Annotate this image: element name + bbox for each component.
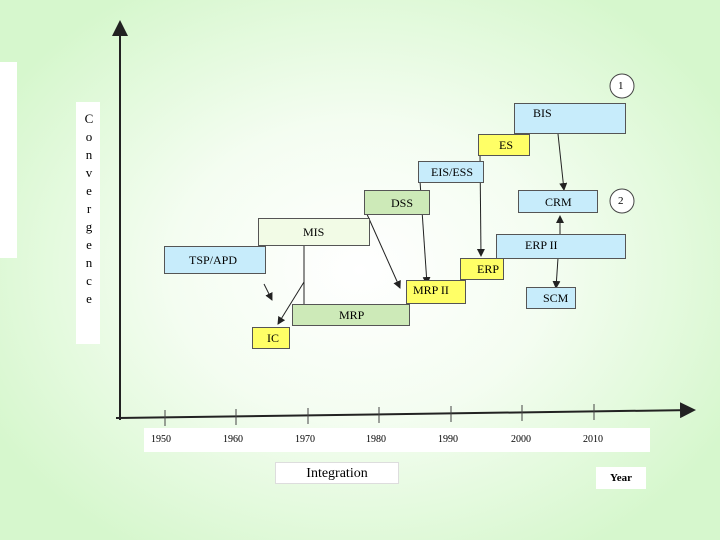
x-axis-ticks [164, 404, 595, 426]
year-2000: 2000 [511, 434, 531, 445]
es-box: ES [478, 134, 530, 156]
mrp-ii-box: MRP II [406, 280, 466, 304]
mis-box: MIS [258, 218, 370, 246]
y-axis-letter: e [86, 291, 92, 306]
y-axis-letter: n [85, 255, 93, 270]
dss-box: DSS [364, 190, 430, 215]
mrp-ii-label: MRP II [413, 283, 449, 297]
erp-ii-to-scm-arrow [552, 257, 561, 289]
mrp-box: MRP [292, 304, 410, 326]
scm-label: SCM [543, 291, 569, 305]
y-axis-letter: e [86, 237, 92, 252]
x-axis-label: Integration [275, 462, 399, 484]
dss-to-mrp-ii-arrow [365, 211, 401, 289]
tsp-branch-arrow [263, 283, 273, 301]
crm-box: CRM [518, 190, 598, 213]
y-axis-letter: n [85, 147, 93, 162]
marker-2-label: 2 [618, 195, 624, 207]
mrp-label: MRP [339, 308, 365, 322]
year-axis-label: Year [596, 467, 646, 489]
year-1980: 1980 [366, 434, 386, 445]
erp-box: ERP [460, 258, 504, 280]
year-2010: 2010 [583, 434, 603, 445]
bis-to-crm-arrow [557, 133, 568, 191]
erp-ii-label: ERP II [525, 237, 558, 252]
y-axis-letter: g [85, 219, 93, 234]
y-axis-letter: r [86, 201, 92, 216]
bis-box: BIS [514, 103, 626, 134]
ic-label: IC [267, 331, 279, 345]
y-label-backdrop [76, 102, 100, 344]
marker-1-circle [609, 73, 635, 99]
tsp-to-ic-arrow [277, 281, 305, 325]
dss-label: DSS [391, 195, 414, 210]
left-white-strip [0, 62, 17, 258]
marker-1-label: 1 [618, 80, 624, 92]
y-axis-letter: C [84, 111, 94, 126]
tsp-apd-box: TSP/APD [164, 246, 266, 274]
eis-ess-label: EIS/ESS [431, 165, 474, 179]
year-1990: 1990 [438, 434, 458, 445]
marker-2-circle [609, 188, 635, 214]
y-axis-letter: c [86, 273, 92, 288]
mis-label: MIS [303, 225, 325, 239]
tsp-apd-label: TSP/APD [189, 253, 238, 267]
ic-box: IC [252, 327, 290, 349]
crm-label: CRM [545, 194, 572, 209]
eis-ess-box: EIS/ESS [418, 161, 484, 183]
y-axis-letter: e [86, 183, 92, 198]
year-1970: 1970 [295, 434, 315, 445]
year-1950: 1950 [151, 434, 171, 445]
y-axis-letter: v [85, 165, 93, 180]
bis-label: BIS [533, 105, 552, 120]
x-axis [115, 402, 696, 419]
erp-label: ERP [477, 262, 500, 276]
y-axis-letter: o [85, 129, 93, 144]
year-tick-labels: 1950 1960 1970 1980 1990 2000 2010 [144, 428, 650, 452]
year-1960: 1960 [223, 434, 243, 445]
es-label: ES [499, 138, 514, 152]
erp-ii-box: ERP II [496, 234, 626, 259]
scm-box: SCM [526, 287, 576, 309]
